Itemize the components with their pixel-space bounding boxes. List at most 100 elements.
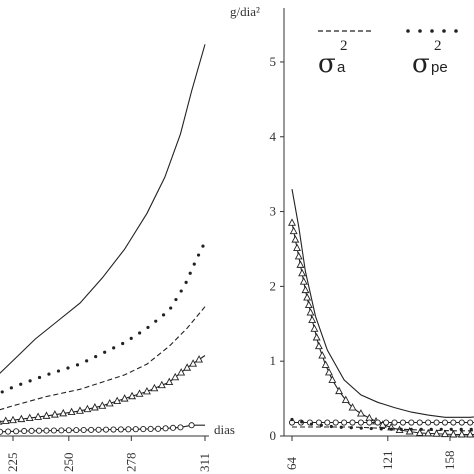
- triangle-marker: [143, 386, 151, 395]
- circle-marker: [349, 419, 356, 426]
- triangle-marker: [449, 430, 458, 438]
- circle-marker: [110, 426, 117, 433]
- triangle-marker: [466, 430, 474, 438]
- triangle-marker: [321, 360, 330, 368]
- right-y-tick-label: 0: [270, 428, 277, 443]
- triangle-marker: [1, 416, 10, 424]
- triangle-marker: [296, 260, 305, 268]
- series-line: [0, 306, 206, 411]
- circle-marker: [332, 419, 339, 426]
- triangle-marker: [325, 367, 333, 376]
- circle-marker: [467, 419, 474, 426]
- circle-marker: [162, 425, 169, 432]
- circle-marker: [28, 427, 35, 434]
- circle-marker: [58, 427, 65, 434]
- circle-marker: [95, 426, 102, 433]
- triangle-marker: [135, 389, 144, 397]
- triangle-marker: [288, 218, 296, 226]
- triangle-marker: [341, 395, 350, 404]
- right-x-tick-label: 121: [380, 451, 395, 471]
- triangle-marker: [113, 396, 122, 404]
- triangle-marker: [25, 413, 34, 421]
- triangle-marker: [90, 403, 99, 411]
- right-y-unit-label: g/dia²: [230, 4, 260, 19]
- triangle-marker: [356, 409, 365, 417]
- circle-marker: [155, 425, 162, 432]
- triangle-marker: [34, 412, 43, 420]
- triangle-marker: [293, 243, 301, 251]
- circle-marker: [80, 426, 87, 434]
- triangle-marker: [165, 377, 174, 386]
- circle-marker: [21, 427, 28, 435]
- triangle-marker: [306, 308, 315, 316]
- triangle-marker: [441, 429, 449, 438]
- right-x-tick-label: 64: [284, 457, 299, 471]
- triangle-marker: [177, 368, 186, 376]
- circle-marker: [450, 419, 457, 426]
- circle-marker: [73, 427, 80, 434]
- triangle-marker: [312, 333, 321, 341]
- circle-marker: [0, 428, 4, 435]
- left-x-tick-label: 225: [5, 453, 20, 473]
- right-y-tick-label: 3: [270, 204, 277, 219]
- triangle-marker: [310, 324, 319, 332]
- circle-marker: [383, 419, 390, 426]
- triangle-marker: [314, 341, 323, 350]
- triangle-marker: [318, 351, 327, 359]
- triangle-marker: [304, 300, 313, 309]
- series-line: [0, 355, 206, 423]
- triangle-marker: [17, 414, 26, 423]
- series-line: [291, 189, 474, 418]
- triangle-marker: [171, 372, 180, 381]
- triangle-marker: [42, 411, 51, 419]
- triangle-marker: [195, 355, 203, 363]
- circle-marker: [315, 419, 322, 426]
- right-x-tick-label: 158: [442, 451, 457, 471]
- left-x-tick-label: 250: [61, 453, 76, 473]
- legend-sigma-symbol: σ: [412, 49, 430, 79]
- circle-marker: [147, 425, 154, 432]
- triangle-marker: [9, 415, 17, 424]
- triangle-marker: [301, 285, 310, 294]
- triangle-marker: [308, 315, 317, 323]
- triangle-marker: [183, 363, 192, 371]
- circle-marker: [35, 427, 43, 434]
- triangle-marker: [298, 268, 307, 277]
- circle-marker: [125, 426, 132, 433]
- circle-marker: [140, 426, 147, 433]
- circle-marker: [188, 422, 195, 429]
- left-panel: 225 250 278 311 dias: [0, 44, 235, 472]
- triangle-marker: [128, 391, 137, 400]
- circle-marker: [408, 419, 415, 426]
- circle-marker: [169, 424, 177, 431]
- circle-marker: [341, 419, 348, 426]
- triangle-marker: [98, 401, 107, 409]
- circle-marker: [357, 419, 364, 426]
- triangle-marker: [335, 386, 344, 395]
- triangle-marker: [76, 406, 84, 414]
- right-panel: 0 1 2 3 4 5 g/dia² 64 121 158: [230, 4, 474, 470]
- right-y-tick-label: 2: [270, 278, 277, 293]
- legend-sigma-symbol: σ: [318, 49, 336, 79]
- triangle-marker: [299, 277, 308, 285]
- right-y-tick-label: 4: [270, 129, 277, 144]
- triangle-marker: [105, 398, 114, 407]
- circle-marker: [13, 428, 20, 435]
- circle-marker: [102, 426, 110, 433]
- triangle-marker: [0, 420, 3, 425]
- circle-marker: [399, 419, 406, 426]
- circle-marker: [441, 419, 449, 426]
- left-x-unit-label: dias: [214, 422, 235, 437]
- triangle-marker: [328, 375, 337, 383]
- circle-marker: [374, 419, 381, 426]
- legend-subscript: pe: [431, 59, 448, 76]
- triangle-marker: [415, 428, 424, 436]
- circle-marker: [65, 427, 72, 434]
- legend-subscript: a: [337, 59, 346, 76]
- triangle-marker: [424, 428, 433, 437]
- triangle-marker: [120, 394, 129, 402]
- circle-marker: [88, 426, 95, 433]
- series-line: [292, 426, 474, 432]
- circle-marker: [433, 419, 440, 426]
